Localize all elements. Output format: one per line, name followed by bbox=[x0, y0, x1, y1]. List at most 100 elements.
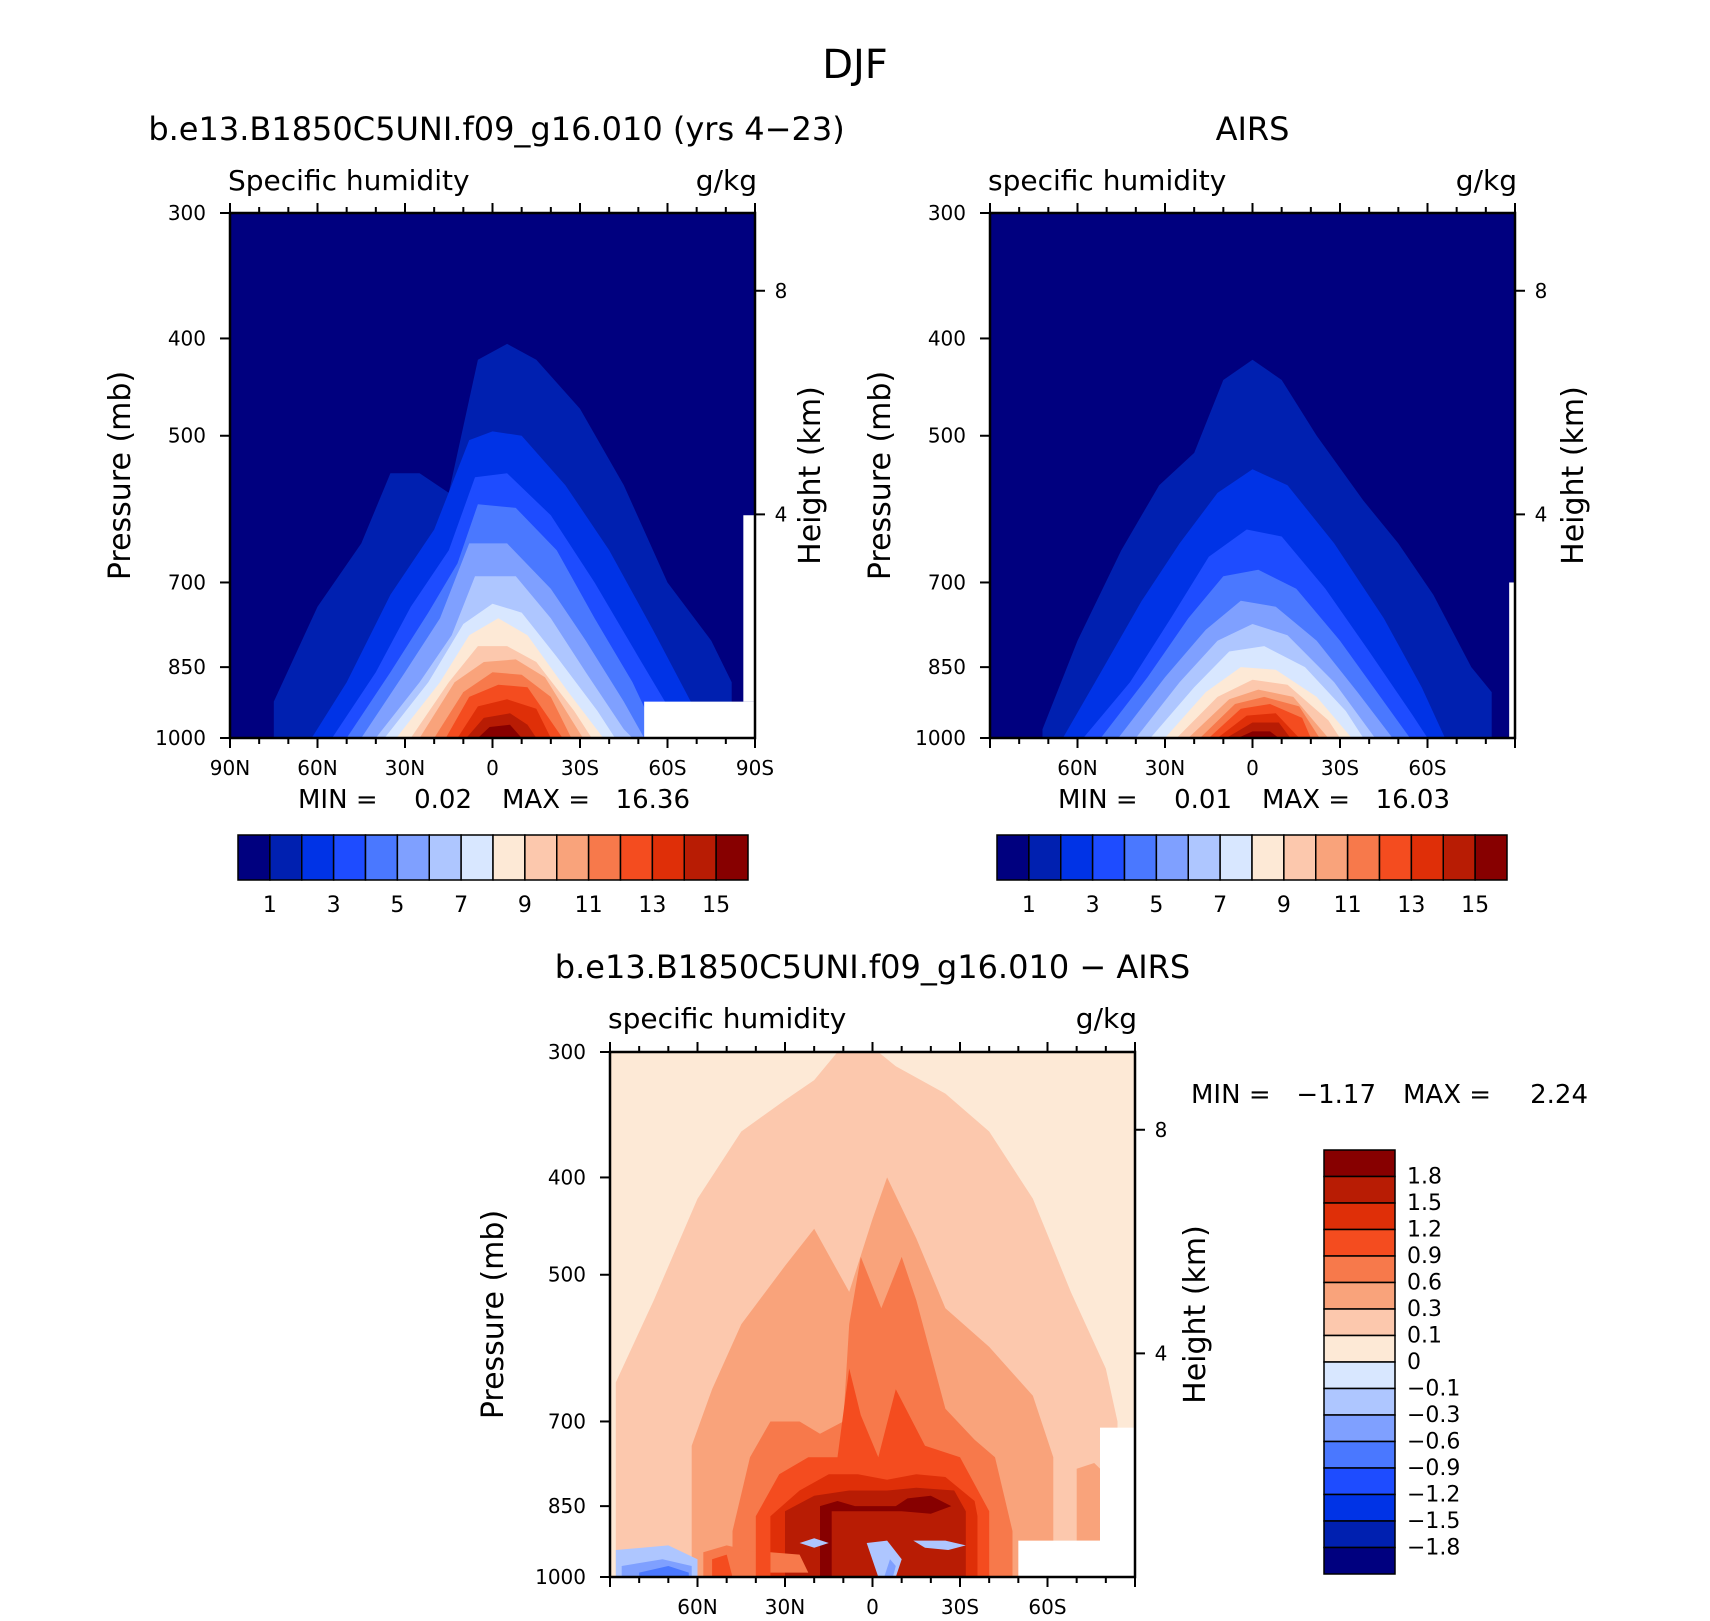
colorbar-box bbox=[1323, 1467, 1396, 1496]
colorbar-label: 1.5 bbox=[1407, 1191, 1442, 1216]
contour-fill-14 bbox=[1226, 722, 1291, 738]
missing-data bbox=[644, 701, 755, 738]
min-label: MIN = bbox=[298, 785, 378, 815]
y-tick-label: 1000 bbox=[155, 726, 206, 750]
figure-title: DJF bbox=[822, 42, 888, 88]
y-tick-label: 850 bbox=[548, 1494, 586, 1518]
contour-patch--0.3 bbox=[884, 1559, 896, 1577]
max-label: MAX = bbox=[502, 785, 590, 815]
y-tick-label: 300 bbox=[928, 201, 966, 225]
colorbar-label: −0.9 bbox=[1407, 1456, 1460, 1481]
max-label: MAX = bbox=[1262, 785, 1350, 815]
height-tick-label: 4 bbox=[775, 502, 788, 526]
colorbar-box bbox=[1060, 834, 1094, 881]
colorbar-box bbox=[1323, 1414, 1396, 1443]
colorbar-box bbox=[1323, 1281, 1396, 1310]
y-tick-label: 850 bbox=[928, 655, 966, 679]
panel-model: 90N 60N 30N 0 30S 60S 90S 300 400 500 700 850 1000 8 4… bbox=[103, 110, 845, 918]
y-tick-label: 700 bbox=[928, 570, 966, 594]
x-tick-label: 0 bbox=[486, 756, 499, 780]
colorbar-label: 11 bbox=[1334, 893, 1362, 918]
panel-obs: 60N 30N 0 30S 60S 300 400 500 700 850 1000 8 4 Pressu… bbox=[863, 110, 1591, 918]
colorbar-label: 0.1 bbox=[1407, 1324, 1442, 1349]
x-tick-label: 30S bbox=[1321, 756, 1359, 780]
colorbar-box bbox=[1323, 1387, 1396, 1416]
colorbar-label: 13 bbox=[638, 893, 666, 918]
right-axis-label: Height (km) bbox=[1178, 1225, 1213, 1404]
panel-difference: 60N 30N 0 30S 60S 300 400 500 700 850 1000 8 4 Pressu… bbox=[476, 948, 1588, 1619]
x-tick-label: 60S bbox=[1408, 756, 1446, 780]
y-tick-label: 850 bbox=[168, 655, 206, 679]
colorbar-box bbox=[996, 834, 1030, 881]
colorbar: 1 3 5 7 9 11 13 15 bbox=[237, 834, 749, 918]
contour-fill-15 bbox=[477, 724, 522, 738]
colorbar-label: 1.8 bbox=[1407, 1165, 1442, 1190]
missing-data bbox=[743, 515, 755, 702]
max-value: 16.03 bbox=[1376, 785, 1450, 815]
colorbar-box bbox=[428, 834, 462, 881]
contour-patch--0.1 bbox=[799, 1538, 829, 1548]
colorbar-box bbox=[1410, 834, 1444, 881]
height-tick-label: 8 bbox=[775, 279, 788, 303]
colorbar-label: 11 bbox=[575, 893, 603, 918]
min-value: 0.01 bbox=[1174, 785, 1232, 815]
contour-patch--0.1 bbox=[913, 1540, 966, 1550]
x-tick-label: 30N bbox=[765, 1595, 805, 1619]
colorbar-box bbox=[1323, 1175, 1396, 1204]
colorbar-label: 9 bbox=[518, 893, 532, 918]
x-tick-label: 60N bbox=[677, 1595, 717, 1619]
colorbar-box bbox=[1323, 1546, 1396, 1575]
min-label: MIN = bbox=[1058, 785, 1138, 815]
y-axis-label: Pressure (mb) bbox=[863, 371, 898, 580]
x-tick-label: 0 bbox=[866, 1595, 879, 1619]
min-label: MIN = bbox=[1191, 1080, 1271, 1110]
missing-data bbox=[1509, 582, 1515, 738]
colorbar-box bbox=[556, 834, 590, 881]
x-tick-label: 30N bbox=[1145, 756, 1185, 780]
colorbar-box bbox=[332, 834, 367, 881]
x-tick-label: 0 bbox=[1246, 756, 1259, 780]
colorbar: 1.81.51.20.90.60.30.10−0.1−0.3−0.6−0.9−1… bbox=[1323, 1149, 1460, 1575]
right-string: g/kg bbox=[696, 164, 757, 197]
colorbar-label: 9 bbox=[1277, 893, 1291, 918]
colorbar-label: 1.2 bbox=[1407, 1218, 1442, 1243]
y-tick-label: 500 bbox=[168, 424, 206, 448]
colorbar-box bbox=[1323, 1361, 1396, 1390]
colorbar-box bbox=[1155, 834, 1189, 881]
plot-area bbox=[610, 1052, 1135, 1577]
left-string: specific humidity bbox=[608, 1002, 846, 1035]
colorbar-box bbox=[1283, 834, 1317, 881]
right-string: g/kg bbox=[1076, 1002, 1137, 1035]
y-tick-label: 700 bbox=[548, 1409, 586, 1433]
plot-area bbox=[230, 213, 755, 738]
colorbar-box bbox=[1323, 1493, 1396, 1522]
colorbar-box bbox=[1474, 834, 1508, 881]
colorbar-box bbox=[1323, 1334, 1396, 1363]
colorbar-box bbox=[715, 834, 749, 881]
colorbar-box bbox=[1323, 1308, 1396, 1337]
colorbar-box bbox=[301, 834, 335, 881]
colorbar-box bbox=[619, 834, 654, 881]
colorbar-box bbox=[1323, 1440, 1396, 1469]
colorbar-label: −1.8 bbox=[1407, 1536, 1460, 1561]
colorbar-label: 7 bbox=[1213, 893, 1227, 918]
x-tick-label: 30S bbox=[941, 1595, 979, 1619]
colorbar-label: 1 bbox=[1022, 893, 1036, 918]
x-tick-label: 60N bbox=[297, 756, 337, 780]
colorbar-label: 0 bbox=[1407, 1350, 1421, 1375]
contour-fill-14 bbox=[466, 713, 537, 738]
x-tick-label: 90S bbox=[736, 756, 774, 780]
plot-area bbox=[990, 213, 1515, 738]
min-value: −1.17 bbox=[1296, 1080, 1376, 1110]
colorbar-box bbox=[1346, 834, 1381, 881]
y-tick-label: 1000 bbox=[915, 726, 966, 750]
colorbar-label: 0.3 bbox=[1407, 1297, 1442, 1322]
panel-title: AIRS bbox=[1216, 110, 1290, 148]
colorbar-box bbox=[1219, 834, 1253, 881]
colorbar-box bbox=[1442, 834, 1476, 881]
colorbar-label: 15 bbox=[702, 893, 730, 918]
colorbar-box bbox=[1323, 1520, 1396, 1549]
colorbar-box bbox=[396, 834, 430, 881]
max-label: MAX = bbox=[1403, 1080, 1491, 1110]
